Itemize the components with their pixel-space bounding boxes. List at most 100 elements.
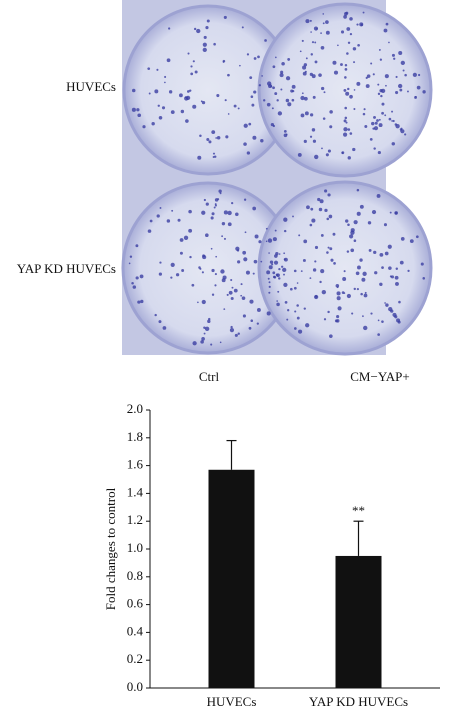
colony bbox=[201, 299, 206, 305]
colony bbox=[323, 318, 327, 321]
colony bbox=[128, 262, 131, 265]
colony bbox=[278, 253, 281, 255]
colony bbox=[159, 207, 162, 209]
colony bbox=[319, 199, 324, 204]
colony bbox=[280, 88, 283, 91]
colony bbox=[371, 121, 375, 126]
colony bbox=[415, 95, 417, 98]
colony bbox=[225, 135, 229, 139]
colony bbox=[282, 267, 287, 272]
colony bbox=[422, 90, 426, 94]
colony bbox=[398, 300, 401, 304]
colony bbox=[258, 84, 261, 87]
colony bbox=[378, 118, 381, 121]
colony bbox=[312, 95, 316, 99]
y-tick-label: 0.0 bbox=[127, 679, 143, 694]
colony bbox=[162, 326, 167, 330]
colony bbox=[330, 258, 334, 262]
colony bbox=[248, 122, 252, 126]
colony bbox=[243, 142, 247, 146]
colony bbox=[374, 121, 378, 125]
colony bbox=[292, 215, 294, 218]
colony bbox=[378, 48, 381, 51]
colony bbox=[333, 262, 336, 265]
colony bbox=[389, 211, 392, 214]
colony bbox=[204, 326, 210, 332]
colony bbox=[253, 90, 257, 94]
colony bbox=[263, 99, 266, 102]
colony bbox=[343, 119, 347, 123]
colony bbox=[214, 203, 217, 206]
colony bbox=[237, 332, 240, 335]
colony bbox=[142, 125, 146, 129]
colony bbox=[277, 290, 280, 293]
colony bbox=[242, 250, 247, 255]
colony bbox=[323, 91, 326, 94]
colony bbox=[377, 92, 381, 96]
colony bbox=[285, 76, 291, 81]
colony bbox=[242, 314, 246, 318]
colony bbox=[135, 244, 139, 248]
colony bbox=[344, 116, 348, 120]
x-tick-label: YAP KD HUVECs bbox=[309, 694, 408, 709]
colony bbox=[309, 223, 313, 227]
colony bbox=[277, 111, 283, 116]
colony bbox=[353, 108, 356, 111]
colony bbox=[356, 23, 359, 26]
colony bbox=[304, 70, 307, 73]
colony bbox=[252, 206, 257, 211]
colony bbox=[373, 147, 376, 150]
colony bbox=[362, 271, 367, 276]
colony bbox=[202, 254, 206, 258]
colony bbox=[234, 333, 238, 337]
colony bbox=[139, 274, 144, 279]
colony bbox=[336, 315, 340, 319]
colony bbox=[357, 43, 360, 47]
colony bbox=[208, 317, 211, 321]
row-label: HUVECs bbox=[66, 79, 116, 94]
colony bbox=[404, 73, 407, 77]
colony bbox=[220, 269, 225, 274]
colony bbox=[379, 58, 383, 61]
colony bbox=[229, 328, 235, 333]
colony bbox=[305, 57, 308, 60]
colony bbox=[397, 320, 401, 324]
colony bbox=[344, 12, 348, 16]
colony bbox=[188, 228, 193, 233]
colony bbox=[287, 309, 290, 312]
colony bbox=[377, 319, 380, 322]
colony bbox=[356, 81, 361, 86]
colony bbox=[216, 136, 221, 140]
colony bbox=[140, 299, 144, 304]
colony bbox=[214, 284, 217, 287]
colony bbox=[335, 283, 340, 288]
colony bbox=[230, 325, 233, 329]
colony bbox=[378, 123, 383, 128]
colony bbox=[366, 74, 371, 78]
colony bbox=[222, 275, 227, 280]
colony bbox=[349, 94, 353, 99]
colony bbox=[309, 19, 312, 22]
colony bbox=[161, 106, 166, 110]
colony bbox=[346, 293, 351, 299]
colony bbox=[313, 26, 319, 31]
colony bbox=[205, 233, 209, 237]
colony bbox=[368, 248, 372, 252]
colony bbox=[271, 107, 274, 110]
colony bbox=[332, 232, 336, 236]
colony bbox=[272, 237, 277, 242]
colony bbox=[320, 32, 322, 34]
colony bbox=[219, 341, 222, 344]
colony bbox=[342, 277, 347, 281]
y-tick-label: 0.2 bbox=[127, 651, 143, 666]
colony bbox=[270, 85, 273, 88]
colony bbox=[132, 285, 137, 289]
colony bbox=[314, 154, 319, 160]
colony bbox=[245, 270, 250, 275]
colony bbox=[227, 73, 230, 77]
colony bbox=[343, 15, 347, 19]
colony bbox=[137, 300, 141, 304]
colony bbox=[241, 296, 246, 300]
colony bbox=[211, 130, 216, 135]
colony bbox=[181, 269, 185, 272]
